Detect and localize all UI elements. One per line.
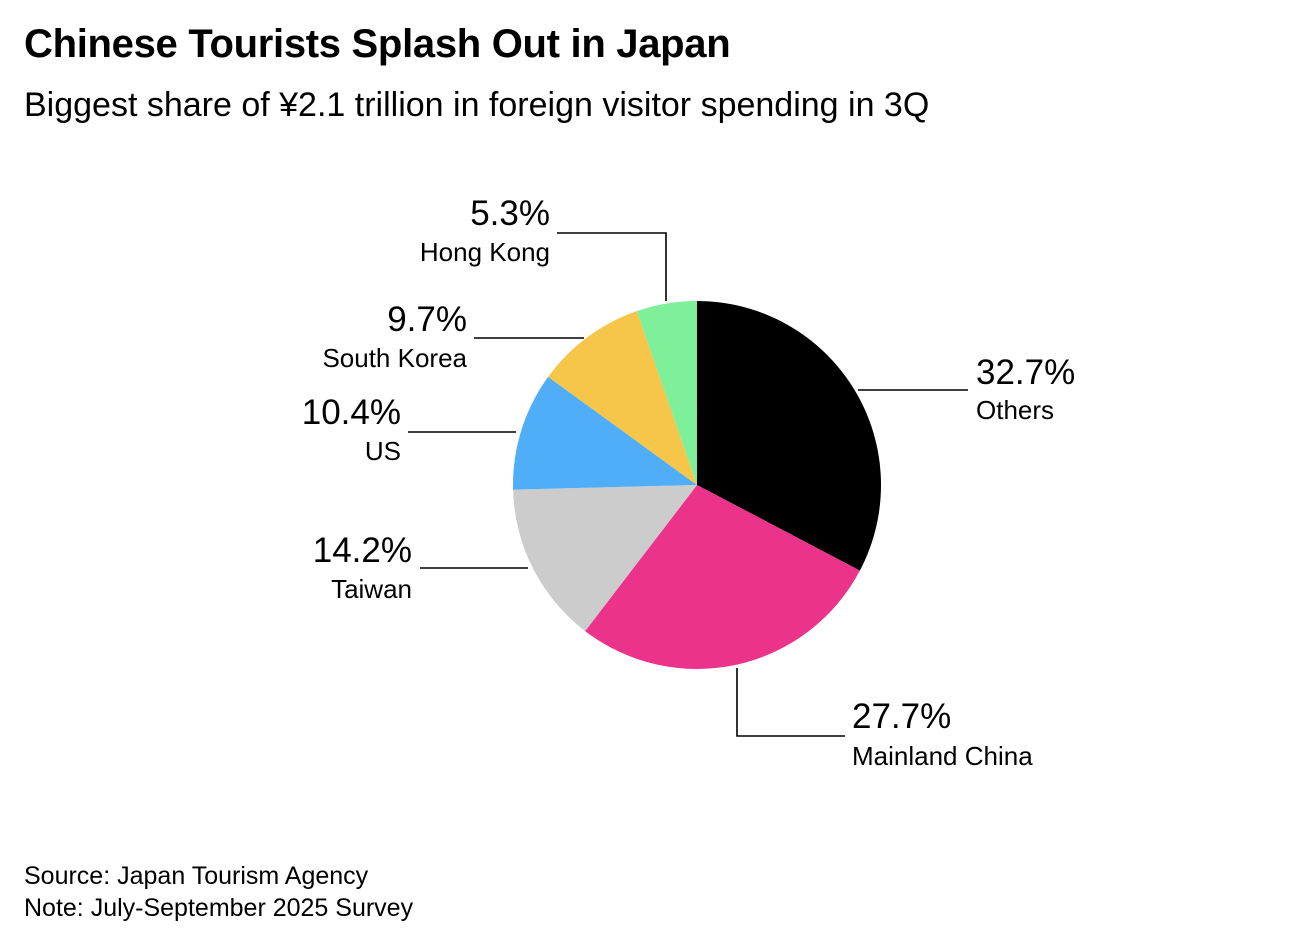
slice-category-label-us: US (365, 436, 401, 466)
slice-category-label-taiwan: Taiwan (331, 574, 412, 604)
leader-lines (408, 232, 968, 737)
pie-slice-others (697, 301, 881, 571)
pie-slice-south-korea (548, 311, 697, 485)
slice-category-label-mainland-china: Mainland China (852, 741, 1033, 771)
slice-category-label-south-korea: South Korea (322, 343, 467, 373)
survey-note: Note: July-September 2025 Survey (24, 894, 414, 922)
chart-subtitle: Biggest share of ¥2.1 trillion in foreig… (24, 86, 930, 124)
pie-slice-hong-kong (636, 301, 697, 485)
pie-slice-taiwan (513, 485, 697, 632)
slice-value-label-others: 32.7% (976, 353, 1075, 392)
pie-slice-mainland-china (585, 485, 860, 669)
slice-value-label-hong-kong: 5.3% (470, 194, 550, 233)
pie-slices (513, 301, 881, 669)
slice-category-label-others: Others (976, 395, 1054, 425)
slice-value-label-south-korea: 9.7% (387, 300, 467, 339)
pie-slice-us (513, 376, 697, 490)
slice-value-label-mainland-china: 27.7% (852, 697, 951, 736)
leader-line-hong-kong (557, 232, 667, 301)
slice-value-label-taiwan: 14.2% (313, 531, 412, 570)
source-note: Source: Japan Tourism Agency (24, 862, 369, 890)
slice-category-label-hong-kong: Hong Kong (420, 237, 550, 267)
leader-line-mainland-china (736, 668, 845, 737)
slice-value-label-us: 10.4% (302, 393, 401, 432)
chart-title: Chinese Tourists Splash Out in Japan (24, 22, 731, 66)
